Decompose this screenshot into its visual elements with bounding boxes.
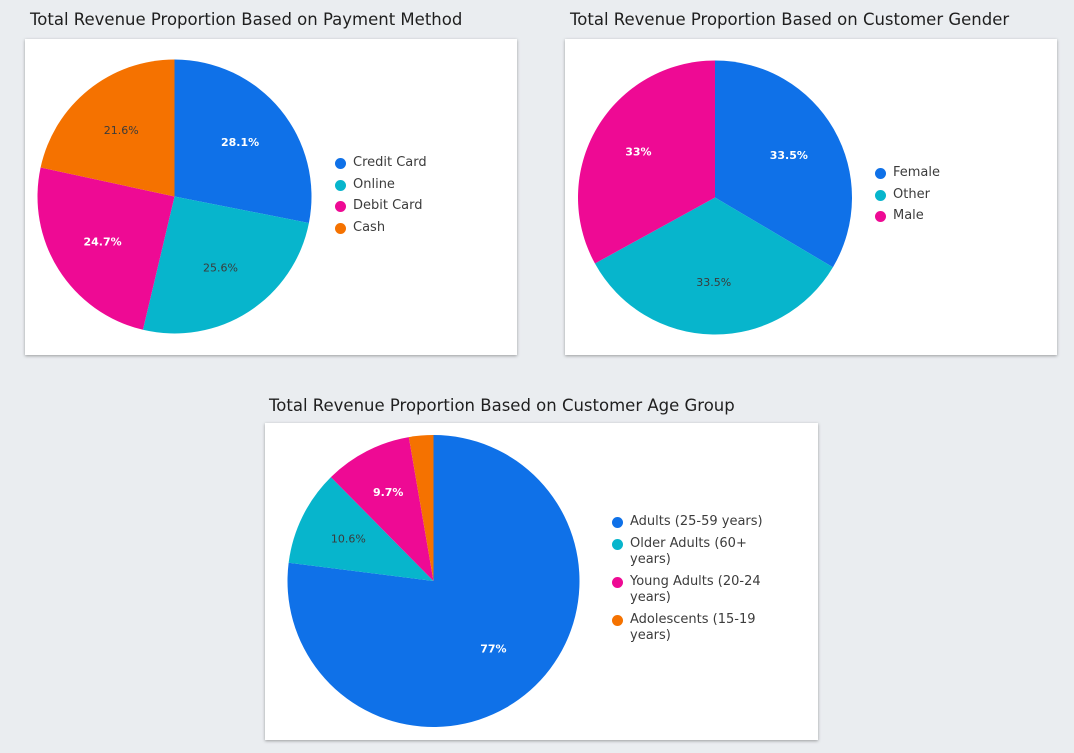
- pie-data-label-male: 33%: [625, 146, 651, 159]
- legend-label-adults-25-59-years: Adults (25-59 years): [630, 514, 763, 529]
- customer-gender-chart-title: Total Revenue Proportion Based on Custom…: [570, 10, 1010, 29]
- pie-data-label-credit-card: 28.1%: [221, 136, 259, 149]
- customer-age-chart-card: 77% 10.6% 9.7% Adults (25-59 years) Older A…: [265, 423, 818, 740]
- payment-method-pie: 28.1% 25.6% 24.7% 21.6%: [37, 59, 312, 334]
- legend-item-female[interactable]: Female: [875, 165, 940, 182]
- legend-swatch-other: [875, 189, 886, 201]
- pie-slice-credit-card[interactable]: [174, 59, 312, 224]
- legend-label-cash: Cash: [353, 219, 386, 235]
- legend-label-debit-card: Debit Card: [353, 198, 423, 213]
- pie-data-label-other: 33.5%: [696, 276, 731, 289]
- legend-item-adolescents-15-19-years[interactable]: Adolescents (15-19 years): [612, 612, 777, 645]
- legend-label-male: Male: [893, 208, 924, 223]
- pie-slice-other[interactable]: [594, 197, 833, 335]
- pie-data-label-cash: 21.6%: [104, 124, 139, 137]
- legend-item-debit-card[interactable]: Debit Card: [335, 198, 427, 215]
- legend-swatch-older-adults-60-years: [612, 538, 623, 550]
- pie-slice-adolescents-15-19-years[interactable]: [408, 435, 434, 581]
- legend-swatch-adults-25-59-years: [612, 517, 623, 528]
- legend-swatch-credit-card: [335, 158, 346, 169]
- legend-item-male[interactable]: Male: [875, 208, 940, 225]
- customer-age-pie: 77% 10.6% 9.7%: [287, 435, 580, 727]
- customer-gender-legend: Female Other Male: [875, 165, 940, 230]
- legend-item-cash[interactable]: Cash: [335, 220, 427, 237]
- pie-data-label-older-adults-60-years: 10.6%: [331, 533, 366, 546]
- payment-method-chart-card: 28.1% 25.6% 24.7% 21.6% Credit Card Online De…: [25, 39, 517, 355]
- legend-label-other: Other: [893, 186, 930, 202]
- payment-method-chart-title: Total Revenue Proportion Based on Paymen…: [30, 10, 463, 29]
- pie-slice-female[interactable]: [715, 60, 852, 268]
- legend-label-credit-card: Credit Card: [353, 155, 427, 170]
- pie-slice-debit-card[interactable]: [37, 167, 175, 330]
- pie-slice-adults-25-59-years[interactable]: [287, 435, 580, 727]
- pie-slice-online[interactable]: [142, 196, 309, 334]
- legend-label-female: Female: [893, 165, 941, 180]
- pie-slice-cash[interactable]: [40, 59, 175, 197]
- legend-label-adolescents-15-19-years: Adolescents (15-19 years): [630, 611, 756, 644]
- legend-item-online[interactable]: Online: [335, 177, 427, 194]
- legend-label-older-adults-60-years: Older Adults (60+ years): [630, 535, 747, 568]
- pie-slice-young-adults-20-24-years[interactable]: [330, 437, 434, 581]
- pie-data-label-young-adults-20-24-years: 9.7%: [373, 486, 404, 499]
- legend-item-other[interactable]: Other: [875, 187, 940, 204]
- legend-swatch-young-adults-20-24-years: [612, 576, 623, 588]
- pie-data-label-adults-25-59-years: 77%: [480, 642, 506, 655]
- legend-item-adults-25-59-years[interactable]: Adults (25-59 years): [612, 514, 777, 531]
- legend-swatch-adolescents-15-19-years: [612, 614, 623, 626]
- pie-slice-male[interactable]: [578, 60, 715, 264]
- legend-swatch-cash: [335, 222, 346, 234]
- legend-item-young-adults-20-24-years[interactable]: Young Adults (20-24 years): [612, 574, 777, 607]
- payment-method-legend: Credit Card Online Debit Card Cash: [335, 155, 427, 241]
- legend-swatch-debit-card: [335, 201, 346, 212]
- legend-swatch-male: [875, 211, 886, 222]
- pie-data-label-female: 33.5%: [770, 149, 808, 162]
- legend-swatch-online: [335, 179, 346, 191]
- legend-label-online: Online: [353, 176, 395, 192]
- pie-data-label-online: 25.6%: [203, 261, 238, 274]
- customer-age-chart-title: Total Revenue Proportion Based on Custom…: [269, 396, 735, 415]
- pie-data-label-debit-card: 24.7%: [84, 235, 122, 248]
- legend-swatch-female: [875, 168, 886, 179]
- legend-item-older-adults-60-years[interactable]: Older Adults (60+ years): [612, 536, 777, 569]
- legend-label-young-adults-20-24-years: Young Adults (20-24 years): [630, 573, 761, 606]
- legend-item-credit-card[interactable]: Credit Card: [335, 155, 427, 172]
- customer-gender-chart-card: 33.5% 33.5% 33% Female Other Male: [565, 39, 1057, 355]
- pie-slice-older-adults-60-years[interactable]: [288, 477, 434, 581]
- customer-age-legend: Adults (25-59 years) Older Adults (60+ ye…: [612, 514, 777, 650]
- customer-gender-pie: 33.5% 33.5% 33%: [578, 60, 852, 335]
